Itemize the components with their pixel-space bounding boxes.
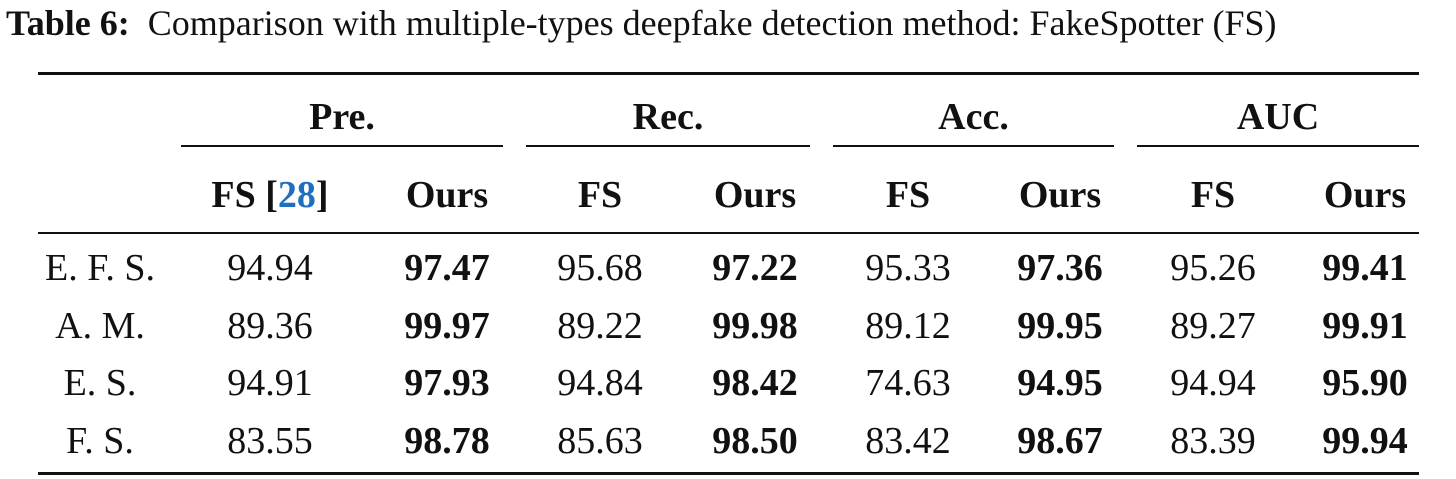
subheader: FS [28] [211,176,328,214]
cell: 99.97 [404,305,490,347]
subheader: FS [1190,174,1236,216]
cell: 97.36 [1017,247,1103,289]
cell: 83.39 [1170,420,1256,462]
cell: 89.12 [865,305,951,347]
group-rule [526,145,810,147]
subheader-text: FS [ [211,174,278,216]
cell: 98.42 [712,362,798,404]
row-label: E. S. [63,362,137,404]
group-rule [181,145,503,147]
cell: 94.91 [227,362,313,404]
row-label: A. M. [55,305,145,347]
cell: 98.50 [712,420,798,462]
citation-link[interactable]: 28 [277,174,316,216]
top-rule [38,72,1419,75]
cell: 99.41 [1322,247,1408,289]
cell: 89.27 [1170,305,1256,347]
caption-text: Comparison with multiple-types deepfake … [147,3,1277,43]
group-header: Pre. [309,96,375,138]
cell: 94.84 [557,362,643,404]
subheader-text: ] [315,174,329,216]
cell: 89.22 [557,305,643,347]
cell: 97.22 [712,247,798,289]
subheader: Ours [713,174,797,216]
cell: 83.55 [227,420,313,462]
cell: 95.33 [865,247,951,289]
cell: 99.94 [1322,420,1408,462]
cell: 99.91 [1322,305,1408,347]
group-header: Rec. [632,96,704,138]
subheader: FS [885,174,931,216]
cell: 74.63 [865,362,951,404]
subheader: Ours [1323,174,1407,216]
caption: Table 6: Comparison with multiple-types … [6,2,1276,44]
row-label: E. F. S. [45,247,155,289]
cell: 95.68 [557,247,643,289]
cell: 89.36 [227,305,313,347]
bottom-rule [38,472,1419,475]
cell: 95.26 [1170,247,1256,289]
group-header: AUC [1236,96,1320,138]
group-rule [833,145,1114,147]
cell: 99.98 [712,305,798,347]
cell: 97.93 [404,362,490,404]
cell: 85.63 [557,420,643,462]
group-rule [1137,145,1419,147]
cell: 83.42 [865,420,951,462]
cell: 94.94 [1170,362,1256,404]
cell: 99.95 [1017,305,1103,347]
row-label: F. S. [66,420,134,462]
cell: 98.78 [404,420,490,462]
cell: 98.67 [1017,420,1103,462]
mid-rule [38,232,1419,234]
subheader: Ours [405,174,489,216]
group-header: Acc. [938,96,1009,138]
cell: 97.47 [404,247,490,289]
cell: 94.94 [227,247,313,289]
subheader: FS [577,174,623,216]
subheader: Ours [1018,174,1102,216]
cell: 94.95 [1017,362,1103,404]
cell: 95.90 [1322,362,1408,404]
caption-label: Table 6: [6,3,130,43]
